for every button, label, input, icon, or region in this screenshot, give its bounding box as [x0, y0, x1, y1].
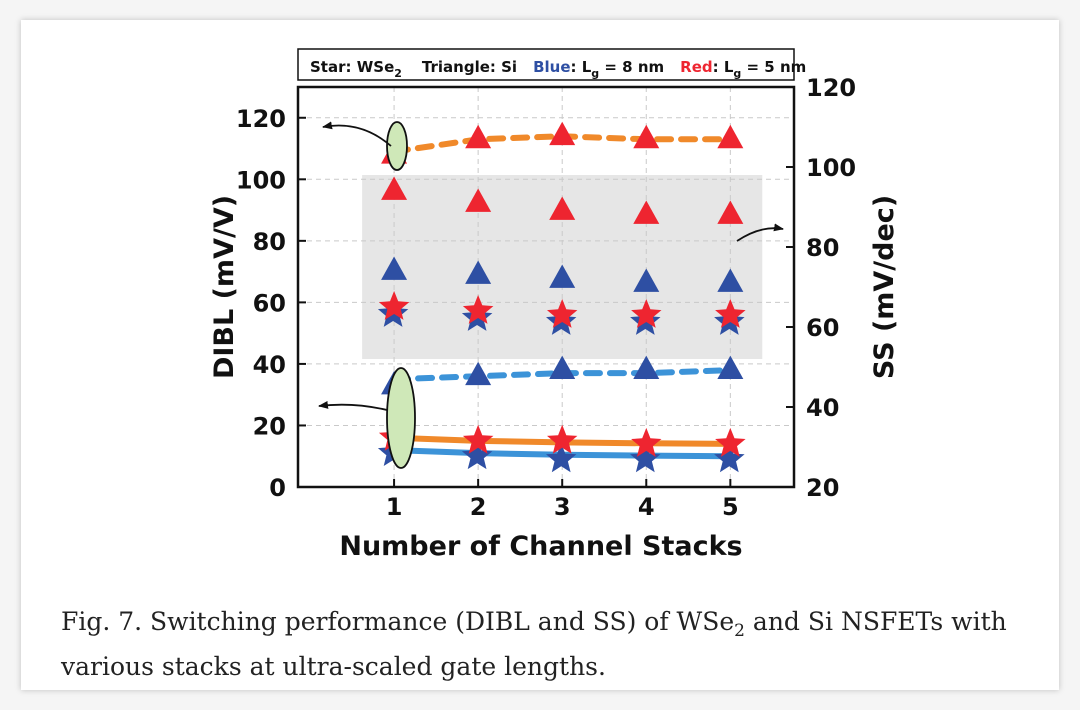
legend-blue-sub: g: [591, 67, 599, 80]
red-triangle-marker: [717, 124, 744, 149]
legend-triangle: Triangle: Si: [422, 58, 517, 76]
y2-tick-label: 40: [806, 394, 839, 422]
arrow-to-right-axis: [736, 223, 784, 242]
y2-tick-label: 20: [806, 474, 839, 502]
red-star-marker: [547, 299, 578, 328]
red-triangle-marker: [465, 188, 492, 212]
y2-tick-label: 60: [806, 314, 839, 342]
y-tick-label: 80: [253, 228, 286, 256]
blue-triangle-marker: [633, 268, 660, 292]
axes-frame: [296, 85, 796, 489]
legend-red-text: : L: [713, 58, 734, 76]
red-triangle-marker: [549, 121, 576, 146]
arrow-to-left-axis-top: [322, 121, 392, 147]
x-tick-label: 5: [722, 493, 739, 521]
legend-star: Star: WSe: [310, 58, 394, 76]
blue-star-marker: [461, 440, 493, 470]
x-tick-label: 4: [638, 493, 655, 521]
blue-triangle-marker: [465, 361, 492, 386]
red-star-marker: [547, 424, 578, 454]
blue-triangle-marker: [633, 355, 660, 379]
x-tick-label: 2: [470, 493, 487, 521]
red-triangle-marker: [465, 124, 492, 149]
red-triangle-marker: [717, 200, 744, 224]
y-tick-label: 100: [236, 166, 286, 194]
legend-red-value: = 5 nm: [741, 58, 806, 76]
chart: Star: WSe2 Triangle: Si Blue: Lg = 8 nm Red…: [209, 48, 900, 562]
blue-triangle-marker: [549, 355, 576, 379]
legend-blue-text: : L: [571, 58, 592, 76]
red-star-marker: [715, 427, 746, 457]
y2-tick-label: 120: [806, 74, 856, 102]
red-triangle-marker: [633, 200, 660, 224]
blue-star-marker: [630, 443, 661, 473]
x-tick-label: 3: [554, 493, 571, 521]
figure-card: Star: WSe2 Triangle: Si Blue: Lg = 8 nm Red…: [21, 20, 1059, 690]
blue-triangle-marker: [465, 260, 492, 284]
caption-subscript: 2: [734, 621, 745, 641]
caption-line2: various stacks at ultra-scaled gate leng…: [61, 652, 606, 681]
x-tick-label: 1: [386, 493, 403, 521]
annotations: [318, 121, 784, 469]
figure-caption: Fig. 7. Switching performance (DIBL and …: [61, 604, 1051, 685]
y2-tick-label: 80: [806, 234, 839, 262]
y2-axis-title: SS (mV/dec): [869, 195, 900, 379]
legend: Star: WSe2 Triangle: Si Blue: Lg = 8 nm Red…: [297, 48, 806, 81]
plot-area: 1 2 3 4 5 0 20 40 60 80 100 120 20 40 60 80 100 120 Number…: [209, 74, 900, 562]
red-star-marker: [462, 295, 494, 324]
y2-tick-label: 100: [806, 154, 856, 182]
legend-blue-value: = 8 nm: [599, 58, 664, 76]
red-triangle-marker: [633, 124, 660, 149]
red-star-marker: [378, 291, 410, 320]
red-triangle-marker: [381, 176, 408, 200]
legend-star-sub: 2: [394, 67, 402, 80]
blue-triangle-marker: [717, 268, 744, 292]
blue-star-marker: [714, 443, 745, 473]
blue-triangle-marker: [381, 256, 408, 280]
y-tick-label: 0: [269, 474, 286, 502]
y-tick-label: 20: [253, 412, 286, 440]
red-star-marker: [631, 427, 662, 457]
y-tick-label: 40: [253, 351, 286, 379]
left-axis-ellipse-top: [386, 121, 408, 171]
y-tick-label: 120: [236, 105, 286, 133]
legend-red-sub: g: [733, 67, 741, 80]
legend-red: Red: [680, 58, 712, 76]
caption-line1-end: and Si NSFETs with: [744, 607, 1007, 636]
red-star-marker: [631, 299, 662, 328]
arrow-to-left-axis-bottom: [318, 400, 388, 411]
y-axis-title: DIBL (mV/V): [209, 195, 240, 379]
caption-line1: Fig. 7. Switching performance (DIBL and …: [61, 607, 735, 636]
y-tick-label: 60: [253, 289, 286, 317]
red-star-marker: [462, 424, 494, 454]
red-triangle-marker: [549, 196, 576, 220]
left-axis-ellipse-bottom: [386, 367, 416, 469]
blue-star-marker: [546, 443, 577, 473]
legend-blue: Blue: [533, 58, 570, 76]
ticks: 1 2 3 4 5 0 20 40 60 80 100 120 20 40 60 80 100 120: [236, 74, 856, 521]
red-star-marker: [715, 299, 746, 328]
blue-triangle-marker: [717, 355, 744, 379]
blue-triangle-marker: [549, 264, 576, 288]
x-axis-title: Number of Channel Stacks: [339, 531, 742, 562]
